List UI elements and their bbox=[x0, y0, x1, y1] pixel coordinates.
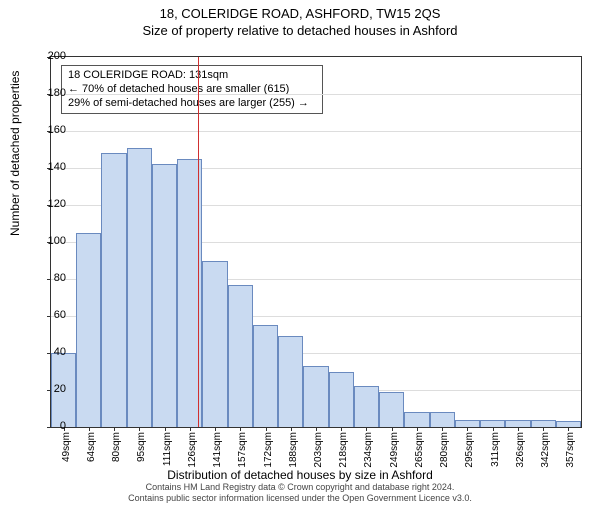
annotation-line-1: 18 COLERIDGE ROAD: 131sqm bbox=[68, 69, 316, 83]
y-axis-label: Number of detached properties bbox=[8, 71, 22, 236]
x-tick-mark bbox=[165, 427, 166, 431]
histogram-bar bbox=[228, 285, 253, 427]
x-tick-label: 49sqm bbox=[61, 432, 72, 462]
histogram-bar bbox=[253, 325, 278, 427]
footer-line-2: Contains public sector information licen… bbox=[128, 493, 472, 503]
histogram-bar bbox=[101, 153, 126, 427]
x-tick-label: 280sqm bbox=[439, 432, 450, 468]
y-tick-label: 200 bbox=[36, 50, 66, 62]
x-tick-label: 80sqm bbox=[111, 432, 122, 462]
y-tick-label: 60 bbox=[36, 309, 66, 321]
x-tick-label: 188sqm bbox=[288, 432, 299, 468]
x-tick-label: 311sqm bbox=[490, 432, 501, 467]
x-tick-mark bbox=[341, 427, 342, 431]
x-axis-label: Distribution of detached houses by size … bbox=[0, 468, 600, 482]
reference-vline bbox=[198, 57, 199, 427]
x-tick-mark bbox=[291, 427, 292, 431]
x-tick-label: 249sqm bbox=[389, 432, 400, 468]
histogram-bar bbox=[505, 420, 530, 427]
histogram-bar bbox=[76, 233, 101, 427]
x-tick-label: 357sqm bbox=[565, 432, 576, 468]
histogram-bar bbox=[480, 420, 505, 427]
x-tick-mark bbox=[240, 427, 241, 431]
annotation-box: 18 COLERIDGE ROAD: 131sqm ← 70% of detac… bbox=[61, 65, 323, 114]
plot-area: 18 COLERIDGE ROAD: 131sqm ← 70% of detac… bbox=[50, 56, 582, 428]
y-tick-label: 40 bbox=[36, 346, 66, 358]
histogram-bar bbox=[379, 392, 404, 427]
histogram-bar bbox=[531, 420, 556, 427]
histogram-bar bbox=[278, 336, 303, 427]
chart-container: 18, COLERIDGE ROAD, ASHFORD, TW15 2QS Si… bbox=[0, 6, 600, 506]
x-tick-label: 203sqm bbox=[313, 432, 324, 468]
x-tick-mark bbox=[266, 427, 267, 431]
gridline bbox=[51, 131, 581, 132]
chart-title: 18, COLERIDGE ROAD, ASHFORD, TW15 2QS bbox=[0, 6, 600, 21]
x-tick-label: 141sqm bbox=[212, 432, 223, 468]
y-tick-label: 120 bbox=[36, 198, 66, 210]
x-tick-mark bbox=[366, 427, 367, 431]
y-tick-label: 0 bbox=[36, 420, 66, 432]
x-tick-label: 342sqm bbox=[540, 432, 551, 468]
gridline bbox=[51, 94, 581, 95]
x-tick-label: 234sqm bbox=[363, 432, 374, 468]
footer-attribution: Contains HM Land Registry data © Crown c… bbox=[0, 482, 600, 504]
y-tick-label: 100 bbox=[36, 235, 66, 247]
x-tick-label: 126sqm bbox=[187, 432, 198, 468]
x-tick-mark bbox=[89, 427, 90, 431]
y-tick-label: 140 bbox=[36, 161, 66, 173]
x-tick-mark bbox=[417, 427, 418, 431]
histogram-bar bbox=[127, 148, 152, 427]
x-tick-label: 218sqm bbox=[338, 432, 349, 468]
histogram-bar bbox=[404, 412, 429, 427]
x-tick-label: 95sqm bbox=[136, 432, 147, 462]
annotation-line-3: 29% of semi-detached houses are larger (… bbox=[68, 97, 316, 111]
y-tick-label: 160 bbox=[36, 124, 66, 136]
x-tick-mark bbox=[493, 427, 494, 431]
x-tick-mark bbox=[190, 427, 191, 431]
x-tick-label: 64sqm bbox=[86, 432, 97, 462]
x-tick-label: 111sqm bbox=[162, 432, 173, 466]
histogram-bar bbox=[202, 261, 227, 428]
x-tick-label: 326sqm bbox=[515, 432, 526, 468]
x-tick-mark bbox=[139, 427, 140, 431]
histogram-bar bbox=[430, 412, 455, 427]
chart-subtitle: Size of property relative to detached ho… bbox=[0, 23, 600, 38]
x-tick-label: 265sqm bbox=[414, 432, 425, 468]
histogram-bar bbox=[303, 366, 328, 427]
x-tick-mark bbox=[114, 427, 115, 431]
x-tick-label: 157sqm bbox=[237, 432, 248, 468]
y-tick-label: 180 bbox=[36, 87, 66, 99]
y-tick-label: 20 bbox=[36, 383, 66, 395]
x-tick-mark bbox=[568, 427, 569, 431]
x-tick-mark bbox=[442, 427, 443, 431]
x-tick-mark bbox=[316, 427, 317, 431]
x-tick-mark bbox=[467, 427, 468, 431]
histogram-bar bbox=[455, 420, 480, 427]
x-tick-label: 172sqm bbox=[263, 432, 274, 468]
x-tick-label: 295sqm bbox=[464, 432, 475, 468]
x-tick-mark bbox=[392, 427, 393, 431]
histogram-bar bbox=[152, 164, 177, 427]
x-tick-mark bbox=[543, 427, 544, 431]
histogram-bar bbox=[329, 372, 354, 428]
y-tick-label: 80 bbox=[36, 272, 66, 284]
x-tick-mark bbox=[518, 427, 519, 431]
histogram-bar bbox=[354, 386, 379, 427]
x-tick-mark bbox=[215, 427, 216, 431]
footer-line-1: Contains HM Land Registry data © Crown c… bbox=[146, 482, 455, 492]
